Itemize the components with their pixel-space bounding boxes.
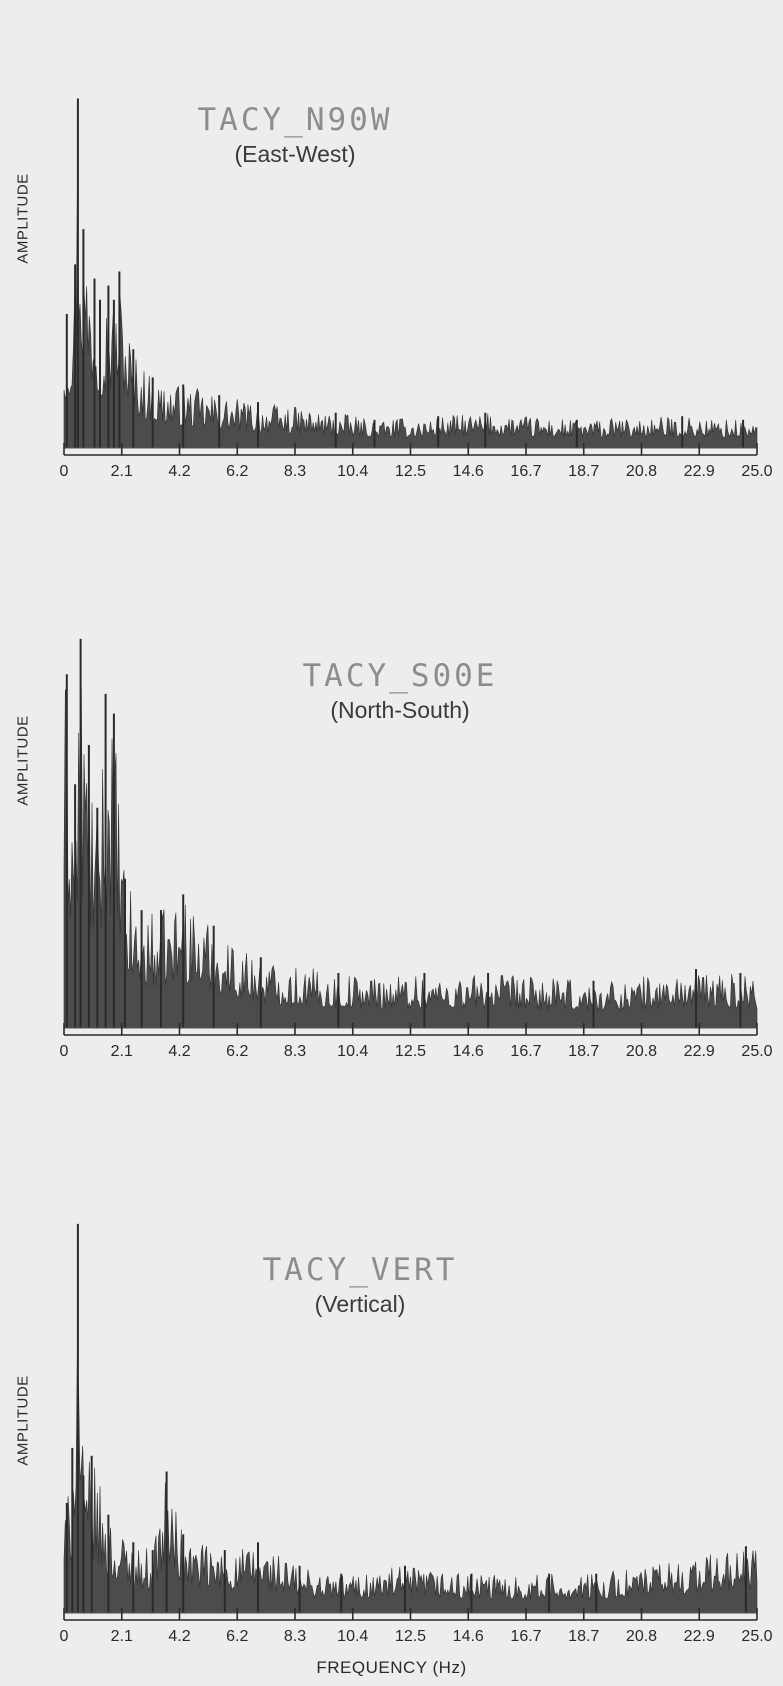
spectrum-fill [63, 190, 758, 449]
x-tick-label: 20.8 [626, 463, 657, 480]
x-tick-label: 8.3 [284, 1043, 306, 1060]
spectrum-panel-east-west: AMPLITUDE TACY_N90W (East-West) 0 2.1 4.2 6… [0, 0, 783, 480]
x-tick-label: 2.1 [111, 463, 133, 480]
x-tick-label: 8.3 [284, 463, 306, 480]
x-tick-label: 4.2 [168, 463, 190, 480]
x-axis-label: FREQUENCY (Hz) [316, 1658, 467, 1677]
x-tick-label: 2.1 [111, 1628, 133, 1645]
x-tick-label: 6.2 [226, 1628, 248, 1645]
x-tick-label: 0 [60, 1628, 69, 1645]
chart-title: TACY_S00E [302, 658, 498, 694]
spectrum-panel-north-south: AMPLITUDE TACY_S00E (North-South) 0 2.1 4.… [0, 560, 783, 1080]
x-tick-label: 6.2 [226, 1043, 248, 1060]
chart-subtitle: (East-West) [234, 141, 356, 167]
spectrum-plot: 0 2.1 4.2 6.2 8.3 10.4 12.5 14.6 16.7 18.7 20.8 22.… [60, 1223, 773, 1645]
chart-subtitle: (North-South) [330, 697, 470, 723]
x-tick-label: 14.6 [453, 463, 484, 480]
chart-title-block: TACY_VERT (Vertical) [235, 1252, 485, 1318]
chart-title: TACY_VERT [262, 1252, 458, 1288]
spectrum-plot: 0 2.1 4.2 6.2 8.3 10.4 12.5 14.6 16.7 18.7 20.8 22.… [60, 638, 773, 1060]
x-tick-label: 18.7 [568, 1043, 599, 1060]
x-tick-label: 8.3 [284, 1628, 306, 1645]
x-tick-label: 16.7 [510, 1628, 541, 1645]
chart-title-block: TACY_N90W (East-West) [170, 102, 420, 168]
x-tick-label: 10.4 [337, 463, 368, 480]
x-tick-label: 16.7 [510, 1043, 541, 1060]
spectrum-fill [63, 1354, 758, 1614]
x-tick-label: 4.2 [168, 1628, 190, 1645]
x-tick-label: 22.9 [684, 1043, 715, 1060]
x-tick-label: 10.4 [337, 1628, 368, 1645]
x-tick-label: 0 [60, 463, 69, 480]
x-tick-label: 14.6 [453, 1628, 484, 1645]
x-tick-label: 25.0 [741, 1628, 772, 1645]
x-tick-label: 22.9 [684, 463, 715, 480]
x-tick-label: 20.8 [626, 1628, 657, 1645]
x-tick-label: 12.5 [395, 463, 426, 480]
x-tick-label: 25.0 [741, 463, 772, 480]
x-tick-label: 18.7 [568, 463, 599, 480]
x-tick-label: 18.7 [568, 1628, 599, 1645]
x-tick-label: 0 [60, 1043, 69, 1060]
spectrum-fill [63, 686, 758, 1029]
x-tick-label: 6.2 [226, 463, 248, 480]
x-tick-label: 4.2 [168, 1043, 190, 1060]
spectrum-panel-vertical: AMPLITUDE TACY_VERT (Vertical) 0 2.1 4.2 6.… [0, 1200, 783, 1660]
x-tick-label: 10.4 [337, 1043, 368, 1060]
chart-subtitle: (Vertical) [314, 1291, 406, 1317]
x-tick-label: 20.8 [626, 1043, 657, 1060]
chart-title-block: TACY_S00E (North-South) [275, 658, 525, 724]
x-tick-label: 14.6 [453, 1043, 484, 1060]
spectrum-plot: 0 2.1 4.2 6.2 8.3 10.4 12.5 14.6 16.7 18.7 20.8 22.… [60, 98, 773, 480]
x-tick-label: 25.0 [741, 1043, 772, 1060]
x-tick-label: 2.1 [111, 1043, 133, 1060]
x-tick-label: 12.5 [395, 1628, 426, 1645]
x-tick-label: 12.5 [395, 1043, 426, 1060]
chart-title: TACY_N90W [197, 102, 393, 138]
x-tick-label: 16.7 [510, 463, 541, 480]
x-tick-label: 22.9 [684, 1628, 715, 1645]
